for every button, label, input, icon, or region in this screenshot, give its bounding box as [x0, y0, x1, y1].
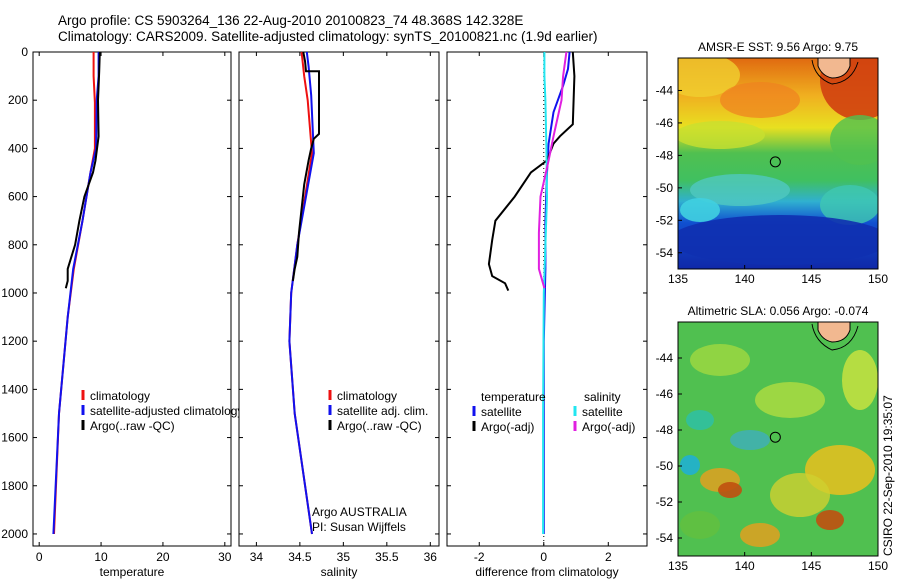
y-tick-label: 800 [8, 238, 28, 252]
panel-frame [238, 51, 440, 547]
map-y-tick-label: -50 [656, 181, 674, 195]
map-x-tick-label: 145 [801, 559, 821, 573]
panel-frame [446, 51, 648, 547]
x-tick-label: 20 [156, 550, 170, 564]
y-tick-label: 200 [8, 93, 28, 107]
tasmania-land-2 [817, 322, 851, 343]
legend-label: satellite-adjusted climatology [90, 404, 243, 418]
annotation-line: Argo AUSTRALIA [312, 505, 407, 519]
map-y-tick-label: -44 [656, 351, 674, 365]
y-tick-label: 1800 [1, 479, 28, 493]
map-frame [677, 57, 879, 270]
header-line-1: Argo profile: CS 5903264_136 22-Aug-2010… [58, 13, 524, 28]
series-line-4 [537, 51, 568, 289]
x-axis-label: difference from climatology [475, 565, 618, 579]
map-x-tick-label: 140 [735, 272, 755, 286]
sla-map [678, 322, 878, 556]
sst-map [678, 58, 878, 269]
map-y-tick-label: -54 [656, 531, 674, 545]
legend-label: Argo(-adj) [481, 420, 534, 434]
x-tick-label: 36 [424, 550, 438, 564]
x-tick-label: 2 [605, 550, 612, 564]
y-tick-label: 600 [8, 190, 28, 204]
map-y-tick-label: -54 [656, 246, 674, 260]
profile-panel-2: 34 34.5 35 35.5 36 salinity climatologysatelli… [238, 51, 440, 579]
x-axis-label: temperature [100, 565, 165, 579]
x-tick-label: 34.5 [288, 550, 312, 564]
y-tick-label: 1000 [1, 286, 28, 300]
map-y-tick-label: -46 [656, 387, 674, 401]
map-title: AMSR-E SST: 9.56 Argo: 9.75 [698, 40, 858, 54]
sla-contour [811, 323, 859, 351]
y-tick-label: 400 [8, 141, 28, 155]
y-tick-label: 2000 [1, 527, 28, 541]
legend-label: satellite adj. clim. [337, 404, 428, 418]
header-line-2: Climatology: CARS2009. Satellite-adjuste… [58, 29, 598, 44]
x-tick-label: -2 [474, 550, 485, 564]
map-x-tick-label: 150 [868, 559, 888, 573]
argo-position-marker [769, 431, 781, 443]
series-line-3 [291, 51, 320, 282]
profile-panel-1: 0 10 20 30 temperature 0 200 400 600 800 1000 1200 1… [1, 45, 243, 579]
map-panel-1: AMSR-E SST: 9.56 Argo: 9.75 135 140 145 150 -… [656, 40, 889, 286]
x-tick-label: 0 [36, 550, 43, 564]
map-x-tick-label: 140 [735, 559, 755, 573]
tasmania-land [817, 58, 851, 79]
x-axis-label: salinity [321, 565, 358, 579]
map-y-tick-label: -52 [656, 495, 674, 509]
map-x-tick-label: 135 [668, 272, 688, 286]
map-frame [677, 321, 879, 557]
y-tick-label: 1200 [1, 334, 28, 348]
series-line-3 [64, 51, 101, 289]
map-y-tick-label: -46 [656, 116, 674, 130]
legend-label: climatology [90, 389, 150, 403]
legend-label: Argo(..raw -QC) [90, 419, 175, 433]
panel-frame [32, 51, 232, 547]
x-tick-label: 0 [540, 550, 547, 564]
map-x-tick-label: 150 [868, 272, 888, 286]
credit-label: CSIRO 22-Sep-2010 19:35:07 [881, 395, 895, 556]
map-x-tick-label: 135 [668, 559, 688, 573]
y-tick-label: 1600 [1, 431, 28, 445]
x-tick-label: 30 [218, 550, 232, 564]
x-tick-label: 35 [337, 550, 351, 564]
map-title: Altimetric SLA: 0.056 Argo: -0.074 [688, 304, 869, 318]
map-y-tick-label: -50 [656, 459, 674, 473]
map-y-tick-label: -48 [656, 148, 674, 162]
annotation-line: PI: Susan Wijffels [312, 520, 406, 534]
map-x-tick-label: 145 [801, 272, 821, 286]
series-line-3 [542, 52, 549, 534]
series-line-2 [487, 51, 576, 292]
map-y-tick-label: -48 [656, 423, 674, 437]
map-y-tick-label: -44 [656, 83, 674, 97]
legend-header-temperature: temperature [481, 390, 546, 404]
legend-label: Argo(-adj) [582, 420, 635, 434]
x-tick-label: 34 [250, 550, 264, 564]
sst-contour [811, 59, 859, 85]
y-tick-label: 1400 [1, 382, 28, 396]
x-tick-label: 10 [94, 550, 108, 564]
legend-label: satellite [481, 405, 522, 419]
map-y-tick-label: -52 [656, 213, 674, 227]
argo-position-marker [769, 156, 781, 168]
legend-label: satellite [582, 405, 623, 419]
legend-label: Argo(..raw -QC) [337, 419, 422, 433]
y-tick-label: 0 [21, 45, 28, 59]
map-panel-2: Altimetric SLA: 0.056 Argo: -0.074 135 140… [656, 304, 889, 573]
legend-label: climatology [337, 389, 397, 403]
legend-header-salinity: salinity [584, 390, 621, 404]
x-tick-label: 35.5 [375, 550, 399, 564]
